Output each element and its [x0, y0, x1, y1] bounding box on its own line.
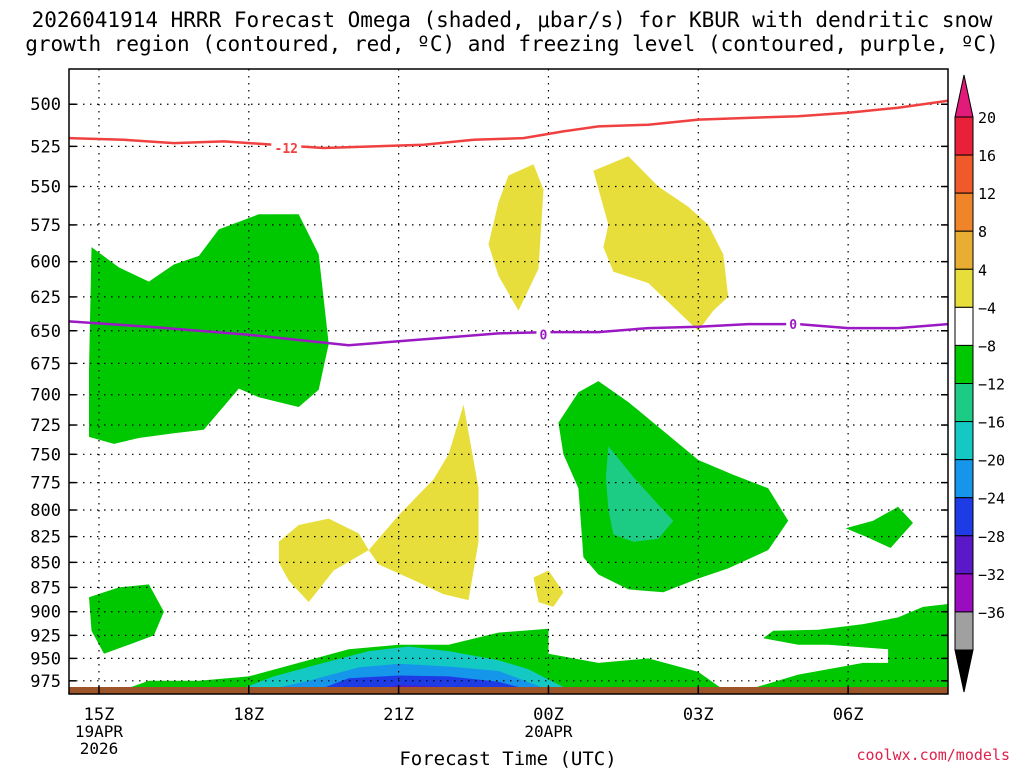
y-tick-label: 925 [30, 626, 61, 646]
contour-label-bg [271, 140, 302, 157]
x-tick-label: 21Z [383, 705, 414, 725]
y-tick-label: 575 [30, 216, 61, 236]
y-tick-label: 500 [30, 95, 61, 115]
y-tick-label: 975 [30, 672, 61, 692]
omega-region-9 [318, 675, 529, 690]
colorbar-label: −32 [978, 566, 1005, 584]
y-tick-label: 750 [30, 445, 61, 465]
chart-title-line2: growth region (contoured, red, ºC) and f… [25, 32, 999, 56]
colorbar-label: −16 [978, 414, 1005, 432]
omega-region-5 [845, 506, 913, 548]
plot-frame [68, 68, 949, 695]
contour-line-0 [69, 99, 948, 150]
colorbar-label: −20 [978, 452, 1005, 470]
ground-strip [69, 687, 948, 694]
x-tick-date: 20APR [524, 722, 573, 741]
omega-region-0 [89, 214, 329, 444]
colorbar-swatch [954, 268, 974, 308]
colorbar-swatch [954, 116, 974, 156]
colorbar-swatch [954, 344, 974, 384]
y-tick-label: 525 [30, 137, 61, 157]
colorbar-swatch [954, 306, 974, 346]
colorbar-label: 4 [978, 261, 987, 279]
contour-label-bg [536, 326, 551, 343]
omega-region-1 [89, 584, 164, 654]
omega-region-15 [533, 570, 564, 607]
chart-title-line1: 2026041914 HRRR Forecast Omega (shaded, … [31, 8, 993, 32]
y-tick-label: 900 [30, 603, 61, 623]
contour-labels: -12 0 0 [271, 140, 801, 344]
colorbar-swatch [954, 192, 974, 232]
contour-label-bg [786, 316, 801, 333]
omega-region-4 [558, 381, 789, 593]
y-tick-label: 775 [30, 474, 61, 494]
colorbar-label: 8 [978, 223, 987, 241]
omega-region-3 [748, 604, 948, 690]
contour-label: 0 [789, 318, 797, 333]
y-tick-label: 600 [30, 253, 61, 273]
colorbar-swatch [954, 459, 974, 499]
colorbar-bottom-arrow [954, 649, 974, 693]
omega-region-6 [605, 446, 674, 542]
x-tick-label: 15Z [84, 705, 115, 725]
y-tick-label: 675 [30, 354, 61, 374]
x-tick-label: 06Z [833, 705, 864, 725]
site-credit: coolwx.com/models [856, 746, 1010, 764]
y-tick-label: 650 [30, 322, 61, 342]
x-tick-label: 18Z [233, 705, 264, 725]
x-tick-label: 03Z [683, 705, 714, 725]
colorbar-label: −8 [978, 337, 996, 355]
colorbar-top-arrow [954, 74, 974, 118]
colorbar-swatch [954, 230, 974, 270]
colorbar-label: 16 [978, 147, 996, 165]
colorbar-label: 12 [978, 185, 996, 203]
chart-title: 2026041914 HRRR Forecast Omega (shaded, … [0, 8, 1024, 56]
omega-region-12 [368, 404, 479, 601]
y-tick-label: 950 [30, 649, 61, 669]
y-tick-label: 550 [30, 178, 61, 198]
colorbar-label: −36 [978, 604, 1005, 622]
y-tick-label: 850 [30, 553, 61, 573]
y-tick-label: 700 [30, 386, 61, 406]
contour-label: 0 [540, 329, 548, 344]
colorbar-label: −24 [978, 490, 1005, 508]
contour-line-1 [69, 320, 948, 347]
omega-region-13 [488, 164, 544, 311]
colorbar-swatch [954, 573, 974, 613]
omega-region-11 [278, 518, 369, 603]
contour-label: -12 [275, 142, 298, 157]
colorbar: 20 16 12 8 4 −4 −8 −12 −16 −20 −24 −28 −32 −36 [954, 74, 1005, 693]
colorbar-label: −28 [978, 528, 1005, 546]
contour-lines [69, 99, 948, 347]
colorbar-swatch [954, 421, 974, 461]
x-tick-label: 00Z [533, 705, 564, 725]
y-tick-label: 625 [30, 288, 61, 308]
omega-region-14 [593, 156, 729, 331]
omega-shading [89, 156, 948, 690]
colorbar-label: −4 [978, 299, 996, 317]
y-tick-label: 825 [30, 528, 61, 548]
colorbar-label: 20 [978, 109, 996, 127]
y-tick-label: 725 [30, 416, 61, 436]
colorbar-swatch [954, 383, 974, 423]
y-axis: 500 525 550 575 600 625 650 675 700 725 750 775 800 8… [30, 95, 948, 692]
colorbar-swatch [954, 497, 974, 537]
x-tick-date: 19APR [75, 722, 124, 741]
x-tick-year: 2026 [80, 739, 119, 758]
y-tick-label: 800 [30, 501, 61, 521]
colorbar-swatch [954, 611, 974, 651]
y-tick-label: 875 [30, 578, 61, 598]
colorbar-swatch [954, 154, 974, 194]
colorbar-swatch [954, 535, 974, 575]
x-axis-label: Forecast Time (UTC) [399, 748, 616, 768]
colorbar-label: −12 [978, 376, 1005, 394]
